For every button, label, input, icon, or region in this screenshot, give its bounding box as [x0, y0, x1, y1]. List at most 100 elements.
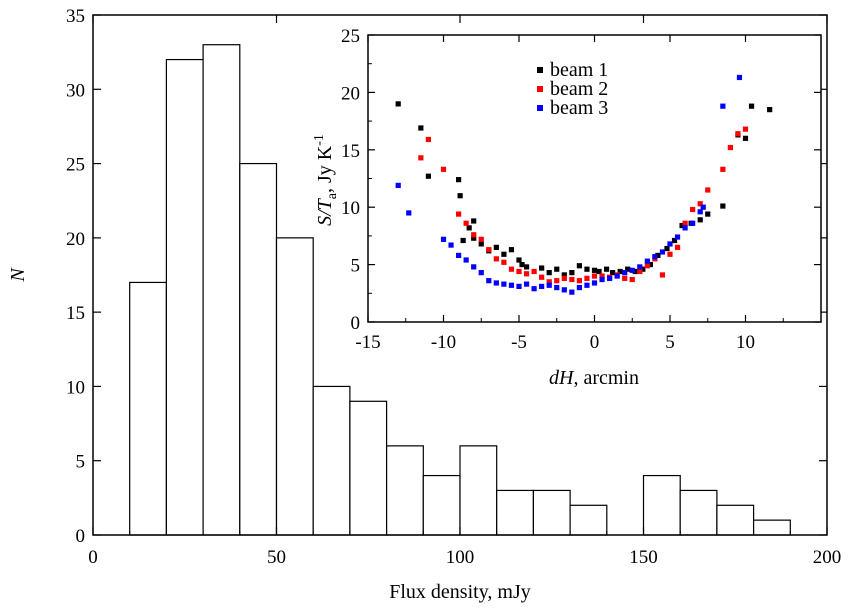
- beam-3-point: [456, 252, 462, 259]
- beam-2-point: [720, 166, 726, 172]
- beam-2-point: [501, 259, 507, 265]
- beam-2-point: [727, 144, 733, 151]
- histogram-bar: [496, 489, 535, 536]
- histogram-bar: [679, 489, 718, 536]
- beam-1-point: [576, 263, 582, 269]
- inset-y-tick-label: 0: [351, 313, 361, 334]
- beam-1-point: [671, 237, 678, 244]
- main-y-tick-label: 15: [66, 303, 85, 324]
- inset-y-tick-label: 25: [341, 26, 360, 47]
- beam-1-point: [478, 241, 484, 247]
- beam-2-point: [471, 232, 477, 238]
- histogram-bar: [569, 504, 608, 536]
- inset-x-tick-label: 10: [736, 332, 755, 353]
- inset-x-tick-label: 5: [665, 332, 675, 353]
- beam-1-point: [418, 125, 424, 131]
- beam-3-point: [690, 220, 696, 226]
- histogram-bars: [129, 44, 791, 536]
- histogram-bar: [239, 162, 278, 536]
- main-x-tick-label: 100: [446, 547, 475, 568]
- main-y-tick-label: 20: [66, 229, 85, 250]
- beam-2-point: [440, 166, 447, 172]
- beam-3-point: [736, 74, 743, 81]
- beam-1-point: [632, 268, 638, 275]
- beam-1-point: [679, 222, 685, 229]
- beam-3-point: [501, 281, 507, 287]
- beam-2-point: [644, 263, 650, 269]
- beam-1-point: [395, 101, 401, 107]
- beam-2-point: [629, 276, 635, 283]
- inset-y-tick-label: 10: [341, 198, 360, 219]
- beam-2-point: [493, 256, 499, 262]
- beam-1-point: [655, 252, 661, 259]
- beam-1-point: [603, 266, 610, 272]
- beam-1-point: [625, 266, 631, 272]
- beam-3-point: [614, 273, 620, 279]
- main-y-tick-label: 0: [76, 526, 86, 547]
- beam-2-point: [705, 187, 711, 193]
- beam-1-point: [596, 268, 602, 275]
- beam-3-point: [697, 209, 703, 215]
- beam-1-point: [767, 107, 773, 113]
- inset-y-tick-label: 15: [341, 141, 360, 162]
- beam-3-point: [674, 234, 681, 240]
- legend-swatch-beam-1: [537, 67, 543, 73]
- beam-1-point: [539, 265, 545, 271]
- beam-1-point: [705, 211, 711, 217]
- beam-1-point: [519, 262, 525, 268]
- beam-1-point: [501, 251, 507, 257]
- beam-1-point: [640, 266, 646, 272]
- histogram-bar: [165, 58, 204, 536]
- beam-2-point: [591, 273, 598, 279]
- beam-3-point: [546, 282, 552, 288]
- beam-3-point: [700, 204, 706, 210]
- beam-1-point: [456, 177, 462, 183]
- beam-3-point: [629, 267, 635, 273]
- beam-2-point: [742, 126, 749, 132]
- legend-label-beam-3: beam 3: [550, 97, 608, 119]
- beam-3-point: [395, 182, 401, 188]
- beam-3-point: [486, 278, 492, 284]
- main-x-tick-label: 150: [629, 547, 658, 568]
- beam-2-point: [637, 268, 643, 275]
- beam-2-point: [561, 275, 567, 281]
- beam-1-point: [569, 270, 575, 276]
- inset-y-tick-label: 20: [341, 83, 360, 104]
- beam-1-point: [697, 217, 703, 223]
- beam-2-point: [584, 275, 590, 281]
- histogram-bar: [275, 237, 314, 536]
- inset-y-axis-title: S/Ta, Jy K-1: [312, 134, 340, 226]
- main-y-tick-label: 30: [66, 80, 85, 101]
- beam-2-point: [622, 275, 628, 281]
- beam-1-point: [466, 225, 472, 231]
- beam-1-point: [493, 244, 499, 250]
- main-y-tick-label: 5: [76, 452, 86, 473]
- beam-1-point: [546, 270, 552, 276]
- beam-2-point: [531, 268, 537, 275]
- beam-1-point: [647, 262, 653, 268]
- beam-1-point: [748, 103, 755, 109]
- legend-swatch-beam-3: [537, 105, 543, 111]
- beam-1-point: [742, 135, 749, 141]
- beam-2-point: [425, 136, 431, 143]
- inset-x-axis-title: dH, arcmin: [549, 367, 639, 389]
- beam-3-point: [644, 258, 650, 264]
- beam-3-point: [682, 225, 688, 231]
- beam-1-point: [561, 272, 567, 278]
- beam-3-point: [720, 103, 726, 109]
- histogram-bar: [716, 504, 755, 536]
- beam-3-point: [508, 282, 515, 288]
- beam-3-point: [516, 283, 522, 290]
- beam-2-point: [554, 278, 560, 284]
- beam-3-point: [531, 286, 537, 292]
- beam-2-point: [674, 244, 681, 250]
- beam-2-point: [735, 131, 741, 137]
- histogram-bar: [532, 489, 571, 536]
- beam-3-point: [599, 276, 605, 283]
- beam-3-point: [406, 210, 412, 216]
- beam-3-point: [622, 270, 628, 276]
- beam-1-point: [523, 264, 530, 270]
- legend-swatch-beam-2: [537, 86, 543, 92]
